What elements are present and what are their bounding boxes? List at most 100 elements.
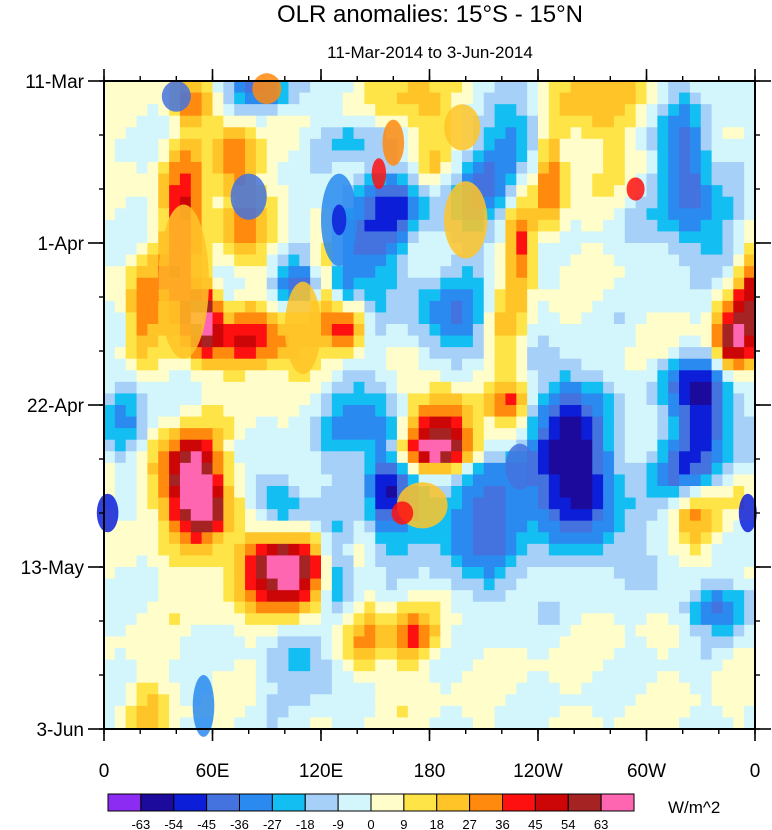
heatmap-cell bbox=[483, 613, 496, 626]
heatmap-cell bbox=[744, 81, 756, 94]
heatmap-cell bbox=[331, 694, 344, 707]
heatmap-cell bbox=[559, 289, 572, 302]
heatmap-cell bbox=[386, 659, 398, 672]
heatmap-cell bbox=[527, 138, 539, 152]
heatmap-cell bbox=[451, 648, 463, 661]
heatmap-cell bbox=[527, 219, 539, 233]
heatmap-cell bbox=[104, 312, 116, 325]
colorbar-swatch bbox=[567, 793, 602, 812]
heatmap-cell bbox=[700, 659, 713, 672]
heatmap-cell bbox=[245, 486, 257, 499]
heatmap-cell bbox=[201, 567, 214, 580]
heatmap-cell bbox=[353, 138, 365, 152]
heatmap-cell bbox=[321, 509, 333, 522]
heatmap-cell bbox=[538, 416, 550, 429]
heatmap-cell bbox=[364, 509, 376, 522]
heatmap-cell bbox=[364, 659, 376, 672]
heatmap-cell bbox=[342, 335, 355, 348]
heatmap-cell bbox=[440, 439, 452, 452]
heatmap-cell bbox=[386, 439, 398, 452]
heatmap-cell bbox=[136, 219, 148, 233]
heatmap-cell bbox=[223, 705, 235, 719]
heatmap-cell bbox=[299, 254, 311, 267]
heatmap-cell bbox=[364, 439, 376, 452]
heatmap-cell bbox=[592, 462, 604, 476]
heatmap-cell bbox=[483, 648, 496, 661]
heatmap-cell bbox=[114, 671, 127, 684]
colorbar-swatch bbox=[436, 793, 471, 812]
heatmap-cell bbox=[440, 300, 452, 314]
heatmap-cell bbox=[538, 381, 550, 395]
heatmap-cell bbox=[169, 509, 181, 522]
heatmap-cell bbox=[624, 115, 637, 128]
heatmap-cell bbox=[657, 671, 669, 684]
heatmap-cell bbox=[104, 335, 116, 348]
heatmap-cell bbox=[635, 324, 648, 337]
heatmap-cell bbox=[451, 543, 463, 557]
heatmap-cell bbox=[342, 312, 355, 325]
heatmap-cell bbox=[679, 405, 691, 418]
heatmap-cell bbox=[321, 277, 333, 290]
heatmap-cell bbox=[548, 567, 561, 580]
heatmap-cell bbox=[516, 266, 528, 279]
heatmap-cell bbox=[201, 150, 214, 163]
heatmap-cell bbox=[472, 486, 485, 499]
heatmap-cell bbox=[201, 243, 214, 256]
heatmap-cell bbox=[245, 219, 257, 233]
heatmap-cell bbox=[288, 567, 300, 580]
heatmap-cell bbox=[353, 648, 365, 661]
heatmap-cell bbox=[679, 219, 691, 233]
heatmap-cell bbox=[407, 196, 420, 209]
heatmap-cell bbox=[700, 451, 713, 464]
heatmap-cell bbox=[266, 451, 279, 464]
heatmap-cell bbox=[223, 219, 235, 233]
heatmap-cell bbox=[527, 347, 539, 360]
heatmap-cell bbox=[147, 219, 159, 233]
heatmap-cell bbox=[364, 312, 376, 325]
heatmap-cell bbox=[516, 312, 528, 325]
heatmap-cell bbox=[223, 104, 235, 117]
heatmap-cell bbox=[331, 497, 344, 510]
heatmap-cell bbox=[255, 497, 268, 510]
heatmap-cell bbox=[494, 92, 507, 105]
heatmap-cell bbox=[147, 648, 159, 661]
heatmap-cell bbox=[266, 300, 279, 314]
heatmap-cell bbox=[407, 254, 420, 267]
x-tick-label: 120E bbox=[299, 761, 343, 782]
heatmap-cell bbox=[288, 648, 300, 661]
heatmap-cell bbox=[104, 208, 116, 221]
heatmap-cell bbox=[234, 590, 246, 603]
heatmap-cell bbox=[451, 266, 463, 279]
heatmap-cell bbox=[169, 451, 181, 464]
heatmap-cell bbox=[538, 196, 550, 209]
heatmap-cell bbox=[570, 555, 582, 568]
heatmap-cell bbox=[407, 358, 420, 371]
heatmap-cell bbox=[277, 578, 290, 591]
heatmap-cell bbox=[668, 312, 680, 325]
heatmap-cell bbox=[375, 636, 387, 649]
heatmap-cell bbox=[472, 254, 485, 267]
heatmap-cell bbox=[310, 358, 322, 371]
heatmap-cell bbox=[483, 705, 496, 719]
heatmap-cell bbox=[516, 717, 528, 730]
heatmap-cell bbox=[646, 578, 658, 591]
heatmap-cell bbox=[613, 312, 626, 325]
heatmap-cell bbox=[527, 81, 539, 94]
heatmap-cell bbox=[744, 150, 756, 163]
heatmap-cell bbox=[559, 636, 572, 649]
heatmap-cell bbox=[396, 370, 409, 383]
heatmap-cell bbox=[657, 428, 669, 441]
heatmap-cell bbox=[603, 115, 615, 128]
heatmap-cell bbox=[472, 347, 485, 360]
heatmap-cell bbox=[483, 115, 496, 128]
heatmap-cell bbox=[603, 92, 615, 105]
heatmap-cell bbox=[234, 532, 246, 545]
heatmap-cell bbox=[310, 162, 322, 175]
heatmap-cell bbox=[255, 578, 268, 591]
heatmap-cell bbox=[559, 439, 572, 452]
heatmap-cell bbox=[190, 462, 203, 476]
heatmap-cell bbox=[711, 219, 724, 233]
heatmap-cell bbox=[592, 185, 604, 198]
heatmap-cell bbox=[386, 416, 398, 429]
heatmap-cell bbox=[104, 428, 116, 441]
